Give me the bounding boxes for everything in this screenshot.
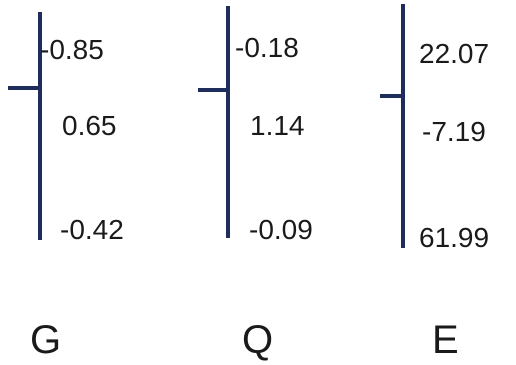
glyph-q-value-top: -0.18: [235, 32, 299, 63]
glyph-q-value-bottom: -0.09: [249, 214, 313, 245]
glyph-g-value-bottom: -0.42: [60, 214, 124, 245]
glyph-g-tick-mark: [8, 86, 40, 90]
glyph-e-axis-line: [401, 4, 405, 248]
glyph-g-value-middle: 0.65: [62, 110, 117, 141]
glyph-e-value-middle: -7.19: [422, 116, 486, 147]
glyph-e-label: E: [432, 318, 459, 362]
glyph-q-axis-line: [226, 6, 230, 238]
glyph-g-axis-line: [38, 12, 42, 240]
glyph-e-tick-mark: [380, 94, 403, 98]
glyph-e-value-top: 22.07: [419, 38, 490, 69]
glyph-q-value-middle: 1.14: [250, 110, 305, 141]
glyph-e-value-bottom: 61.99: [419, 222, 490, 253]
glyph-q-label: Q: [242, 318, 274, 362]
glyph-q-tick-mark: [198, 88, 228, 92]
glyph-g-label: G: [30, 318, 62, 362]
glyph-g-value-top: -0.85: [40, 34, 104, 65]
